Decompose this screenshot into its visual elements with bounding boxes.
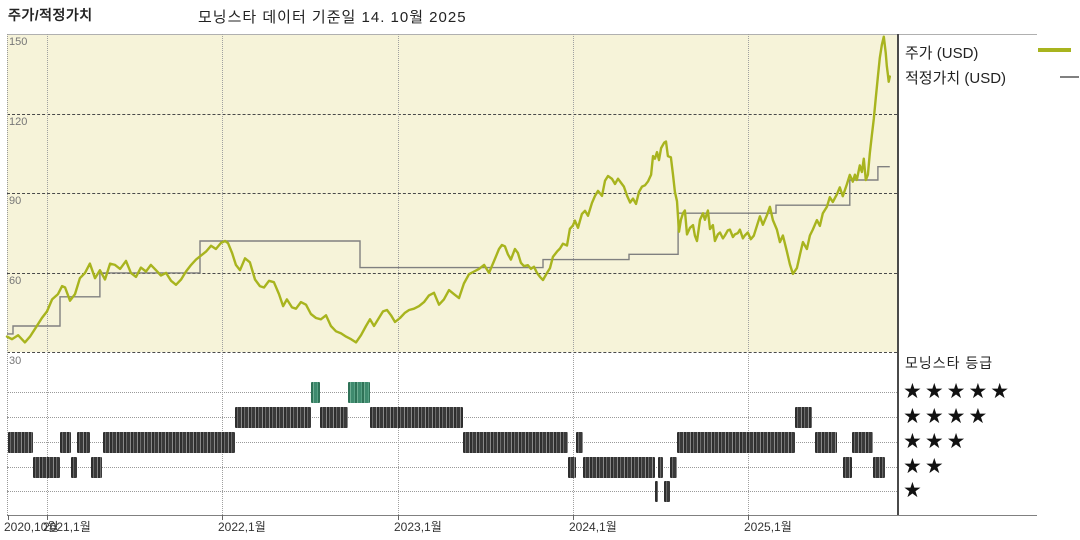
x-axis-line [7, 515, 1037, 516]
gridline-30 [7, 352, 897, 353]
y-tick-label: 60 [9, 275, 22, 287]
rating-bar-2-star [91, 457, 102, 478]
star-row-4: ★★★★ [903, 405, 991, 428]
y-tick-label: 90 [9, 195, 22, 207]
year-gridline [398, 34, 399, 515]
fair-value-legend-label: 적정가치 (USD) [905, 70, 1007, 87]
x-axis-tick [573, 515, 574, 520]
price-legend-label: 주가 (USD) [905, 45, 979, 62]
fair-value-line-swatch [1060, 76, 1079, 78]
x-axis-tick [47, 515, 48, 520]
rating-bar-3-star [576, 432, 583, 453]
rating-bar-3-star [463, 432, 568, 453]
rating-bar-3-star [815, 432, 837, 453]
year-gridline [47, 34, 48, 515]
rating-bar-4-star [795, 407, 812, 428]
legend-panel-divider [897, 34, 899, 515]
star-row-3: ★★★ [903, 430, 969, 453]
rating-bar-4-star [235, 407, 311, 428]
rating-bar-3-star [677, 432, 795, 453]
x-axis-tick [8, 515, 9, 520]
rating-bar-2-star [658, 457, 663, 478]
rating-bar-1-star [664, 481, 670, 502]
x-tick-label: 2021,1월 [43, 520, 91, 534]
star-row-5: ★★★★★ [903, 380, 1013, 403]
x-tick-label: 2023,1월 [394, 520, 442, 534]
year-gridline [573, 34, 574, 515]
rating-row-line-1 [7, 491, 897, 492]
x-tick-label: 2020,10월 [4, 520, 59, 534]
price-line-swatch [1038, 48, 1071, 52]
chart-subtitle: 모닝스타 데이터 기준일 14. 10월 2025 [198, 9, 467, 26]
x-axis-tick [748, 515, 749, 520]
y-tick-label: 30 [9, 355, 22, 367]
rating-row-line-2 [7, 467, 897, 468]
gridline-120 [7, 114, 897, 115]
gridline-60 [7, 273, 897, 274]
rating-bar-3-star [8, 432, 33, 453]
rating-bar-5-star [348, 382, 370, 403]
rating-bar-3-star [103, 432, 235, 453]
x-tick-label: 2022,1월 [218, 520, 266, 534]
star-row-2: ★★ [903, 455, 947, 478]
rating-bar-5-star [311, 382, 320, 403]
rating-bar-2-star [71, 457, 77, 478]
x-axis-tick [222, 515, 223, 520]
x-tick-label: 2024,1월 [569, 520, 617, 534]
rating-bar-3-star [60, 432, 71, 453]
rating-bar-2-star [583, 457, 655, 478]
rating-bar-3-star [852, 432, 873, 453]
rating-bar-2-star [873, 457, 885, 478]
page-title: 주가/적정가치 [8, 7, 93, 23]
rating-bar-4-star [320, 407, 348, 428]
x-axis-tick [398, 515, 399, 520]
y-tick-label: 120 [9, 116, 28, 128]
rating-legend-title: 모닝스타 등급 [905, 355, 994, 371]
star-row-1: ★ [903, 479, 925, 502]
rating-bar-2-star [670, 457, 677, 478]
chart-top-border [7, 34, 1037, 35]
rating-bar-2-star [568, 457, 576, 478]
gridline-90 [7, 193, 897, 194]
rating-row-line-3 [7, 442, 897, 443]
rating-bar-1-star [655, 481, 658, 502]
x-tick-label: 2025,1월 [744, 520, 792, 534]
rating-bar-2-star [843, 457, 852, 478]
y-tick-label: 150 [9, 36, 28, 48]
rating-row-line-5 [7, 392, 897, 393]
rating-bar-4-star [370, 407, 463, 428]
rating-bar-3-star [77, 432, 90, 453]
rating-bar-2-star [33, 457, 60, 478]
